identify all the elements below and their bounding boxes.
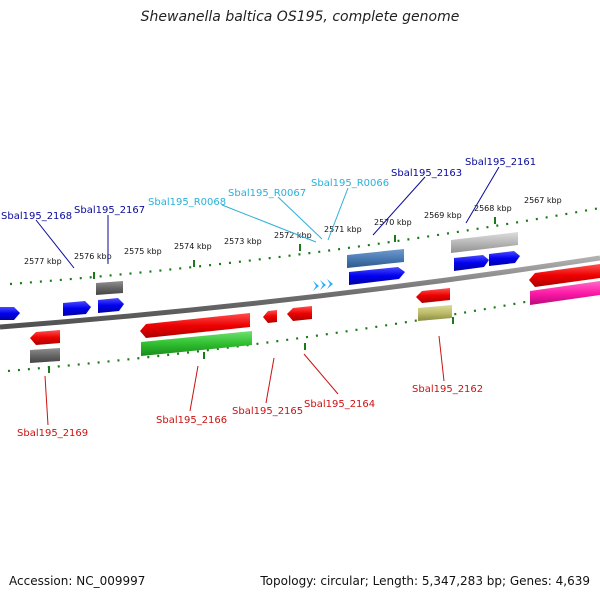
reverse-scale-ticks <box>7 286 600 373</box>
kbp-label: 2575 kbp <box>124 247 162 256</box>
gene-feature <box>454 255 489 271</box>
gene-feature <box>529 264 600 287</box>
gene-label: Sbal195_2165 <box>232 406 303 417</box>
gene-label: Sbal195_2163 <box>391 168 462 179</box>
gene-feature <box>530 281 600 305</box>
gene-feature <box>98 298 124 313</box>
gene-label: Sbal195_2164 <box>304 399 375 410</box>
rna-feature-R0067 <box>320 280 326 290</box>
top-gene-labels: Sbal195_2168 Sbal195_2167 Sbal195_R0068 … <box>1 157 536 222</box>
gene-feature <box>30 330 60 345</box>
gene-label: Sbal195_2161 <box>465 157 536 168</box>
map-title: Shewanella baltica OS195, complete genom… <box>140 9 460 25</box>
gene-feature <box>141 331 252 356</box>
gene-label: Sbal195_2167 <box>74 205 145 216</box>
gene-feature <box>0 307 20 320</box>
gene-label: Sbal195_R0066 <box>311 178 389 189</box>
kbp-label: 2571 kbp <box>324 225 362 234</box>
gene-feature <box>96 281 123 295</box>
kbp-label: 2567 kbp <box>524 196 562 205</box>
gene-label: Sbal195_R0068 <box>148 197 226 208</box>
gene-label: Sbal195_2168 <box>1 211 72 222</box>
gene-label: Sbal195_R0067 <box>228 188 306 199</box>
gene-label: Sbal195_2169 <box>17 428 88 439</box>
kbp-label: 2569 kbp <box>424 211 462 220</box>
rna-feature-R0066 <box>313 281 319 291</box>
kbp-label: 2577 kbp <box>24 257 62 266</box>
gene-feature-2166 <box>140 313 250 338</box>
kbp-label: 2570 kbp <box>374 218 412 227</box>
gene-label: Sbal195_2166 <box>156 415 227 426</box>
gene-feature-2164 <box>287 306 312 321</box>
gene-feature-2165 <box>263 310 277 323</box>
gene-feature <box>416 288 450 303</box>
gene-feature <box>349 267 405 285</box>
major-ticks <box>48 217 496 373</box>
bottom-gene-labels: Sbal195_2169 Sbal195_2166 Sbal195_2165 S… <box>17 384 483 439</box>
gene-label: Sbal195_2162 <box>412 384 483 395</box>
reverse-features <box>30 264 600 363</box>
rna-feature-R0068 <box>327 279 333 289</box>
accession-text: Accession: NC_009997 <box>9 574 146 588</box>
kbp-label: 2568 kbp <box>474 204 512 213</box>
kbp-labels: 2577 kbp 2576 kbp 2575 kbp 2574 kbp 2573… <box>24 196 562 266</box>
kbp-label: 2572 kbp <box>274 231 312 240</box>
gene-feature-2163 <box>347 249 404 268</box>
gene-feature-2161 <box>451 232 518 253</box>
leader-lines <box>35 166 500 426</box>
gene-feature-2162 <box>418 305 452 321</box>
kbp-label: 2574 kbp <box>174 242 212 251</box>
genome-backbone <box>0 255 600 330</box>
topology-text: Topology: circular; Length: 5,347,283 bp… <box>260 574 590 588</box>
forward-scale-ticks <box>9 206 600 286</box>
gene-feature-2169 <box>30 348 60 363</box>
kbp-label: 2573 kbp <box>224 237 262 246</box>
gene-feature <box>63 301 91 316</box>
gene-feature <box>489 251 520 266</box>
kbp-label: 2576 kbp <box>74 252 112 261</box>
forward-features <box>0 232 520 320</box>
